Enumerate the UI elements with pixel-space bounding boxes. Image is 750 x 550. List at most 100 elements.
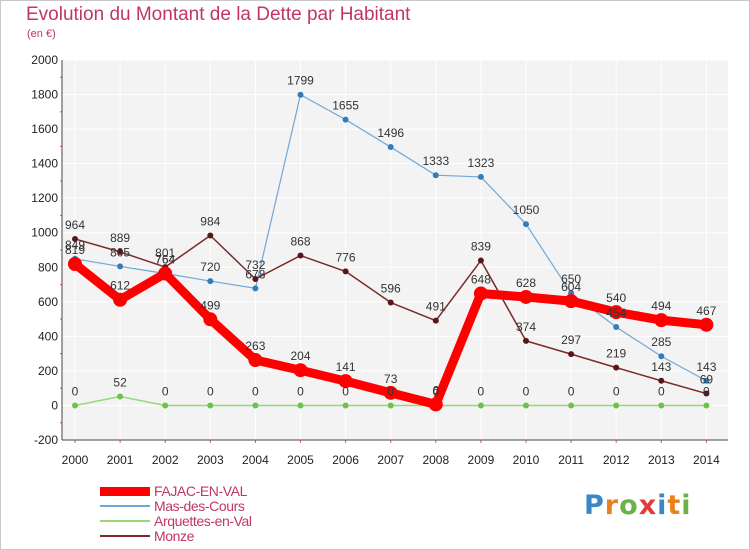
data-point-arquettes-en-val [523,402,529,409]
data-label-arquettes-en-val: 0 [252,384,259,398]
data-label-monze: 964 [65,218,85,232]
x-tick-label: 2006 [332,453,359,467]
legend-swatch [100,505,150,507]
y-tick-label: 1800 [31,88,58,102]
data-point-mas-des-cours [477,173,484,180]
data-point-fajac-en-val [519,289,533,304]
data-point-monze [342,268,349,275]
data-point-mas-des-cours [523,221,529,228]
data-point-monze [117,248,124,255]
x-tick-label: 2004 [242,453,269,467]
chart-subtitle: (en €) [27,28,56,40]
data-label-mas-des-cours: 1323 [468,156,495,170]
chart-title: Evolution du Montant de la Dette par Hab… [26,4,411,25]
data-label-arquettes-en-val: 0 [387,384,394,398]
x-tick-label: 2002 [152,453,179,467]
data-label-monze: 801 [155,246,175,260]
data-point-mas-des-cours [387,144,394,151]
data-point-arquettes-en-val [117,393,124,400]
data-label-arquettes-en-val: 0 [658,384,665,398]
data-point-arquettes-en-val [162,402,169,409]
data-point-arquettes-en-val [613,402,620,409]
legend-swatch [100,520,150,522]
data-label-fajac-en-val: 540 [606,291,626,305]
data-point-arquettes-en-val [477,402,484,409]
data-label-fajac-en-val: 612 [110,279,130,293]
logo-letter: i [681,490,692,521]
x-tick-label: 2000 [62,453,89,467]
legend-label: Mas-des-Cours [154,498,245,514]
data-label-mas-des-cours: 285 [651,335,671,349]
x-tick-label: 2005 [287,453,314,467]
data-point-mas-des-cours [432,172,439,179]
data-label-mas-des-cours: 1333 [422,154,449,168]
data-point-arquettes-en-val [207,402,214,409]
logo-letter: x [638,490,658,521]
data-label-fajac-en-val: 6 [432,383,439,397]
data-point-fajac-en-val [113,292,128,307]
data-point-monze [568,351,575,358]
x-tick-label: 2013 [648,453,675,467]
data-point-fajac-en-val [158,266,173,281]
x-tick-label: 2007 [377,453,404,467]
x-tick-label: 2008 [422,453,449,467]
data-label-monze: 143 [651,360,671,374]
data-point-fajac-en-val [293,363,308,378]
data-label-monze: 776 [336,250,356,264]
data-point-arquettes-en-val [387,402,394,409]
y-tick-label: 1600 [31,122,58,136]
x-tick-label: 2009 [468,453,495,467]
data-point-fajac-en-val [473,286,488,301]
data-label-fajac-en-val: 499 [200,298,220,312]
data-label-mas-des-cours: 1496 [377,126,404,140]
data-label-monze: 491 [426,300,446,314]
data-label-mas-des-cours: 849 [65,238,85,252]
data-point-mas-des-cours [297,91,304,98]
y-tick-label: 800 [38,260,58,274]
data-label-mas-des-cours: 454 [606,306,626,320]
data-point-mas-des-cours [342,116,349,123]
data-point-monze [658,377,665,384]
y-tick-label: 1000 [31,226,58,240]
data-label-arquettes-en-val: 0 [613,384,620,398]
x-tick-label: 2001 [107,453,134,467]
data-point-arquettes-en-val [658,402,665,409]
data-label-arquettes-en-val: 0 [523,384,530,398]
data-point-mas-des-cours [117,263,124,270]
data-label-monze: 69 [700,373,714,387]
data-point-arquettes-en-val [342,402,349,409]
data-label-arquettes-en-val: 0 [72,384,79,398]
data-point-fajac-en-val [609,305,624,320]
data-point-monze [432,317,439,324]
y-tick-label: 0 [51,398,58,412]
x-tick-label: 2003 [197,453,224,467]
data-label-monze: 839 [471,240,491,254]
data-label-mas-des-cours: 720 [200,260,220,274]
data-point-fajac-en-val [68,256,82,271]
data-label-mas-des-cours: 764 [155,252,175,266]
data-point-fajac-en-val [428,397,443,412]
data-point-fajac-en-val [248,353,263,368]
x-tick-label: 2014 [693,453,720,467]
data-label-arquettes-en-val: 0 [478,384,485,398]
data-label-monze: 984 [200,214,220,228]
x-tick-label: 2010 [513,453,540,467]
y-tick-label: -200 [34,433,58,447]
data-label-arquettes-en-val: 0 [297,384,304,398]
data-point-arquettes-en-val [72,402,78,409]
data-label-arquettes-en-val: 0 [703,384,710,398]
data-label-fajac-en-val: 204 [290,349,310,363]
logo-letter: t [667,490,682,521]
data-point-monze [207,232,214,239]
data-point-fajac-en-val [564,294,579,309]
data-point-fajac-en-val [338,374,353,389]
data-point-fajac-en-val [699,317,714,332]
data-label-arquettes-en-val: 0 [568,384,575,398]
legend-label: Monze [154,528,195,544]
data-point-monze [477,257,484,264]
y-tick-label: 600 [38,295,58,309]
data-label-mas-des-cours: 1050 [513,203,540,217]
data-label-monze: 297 [561,333,581,347]
data-label-fajac-en-val: 648 [471,273,491,287]
